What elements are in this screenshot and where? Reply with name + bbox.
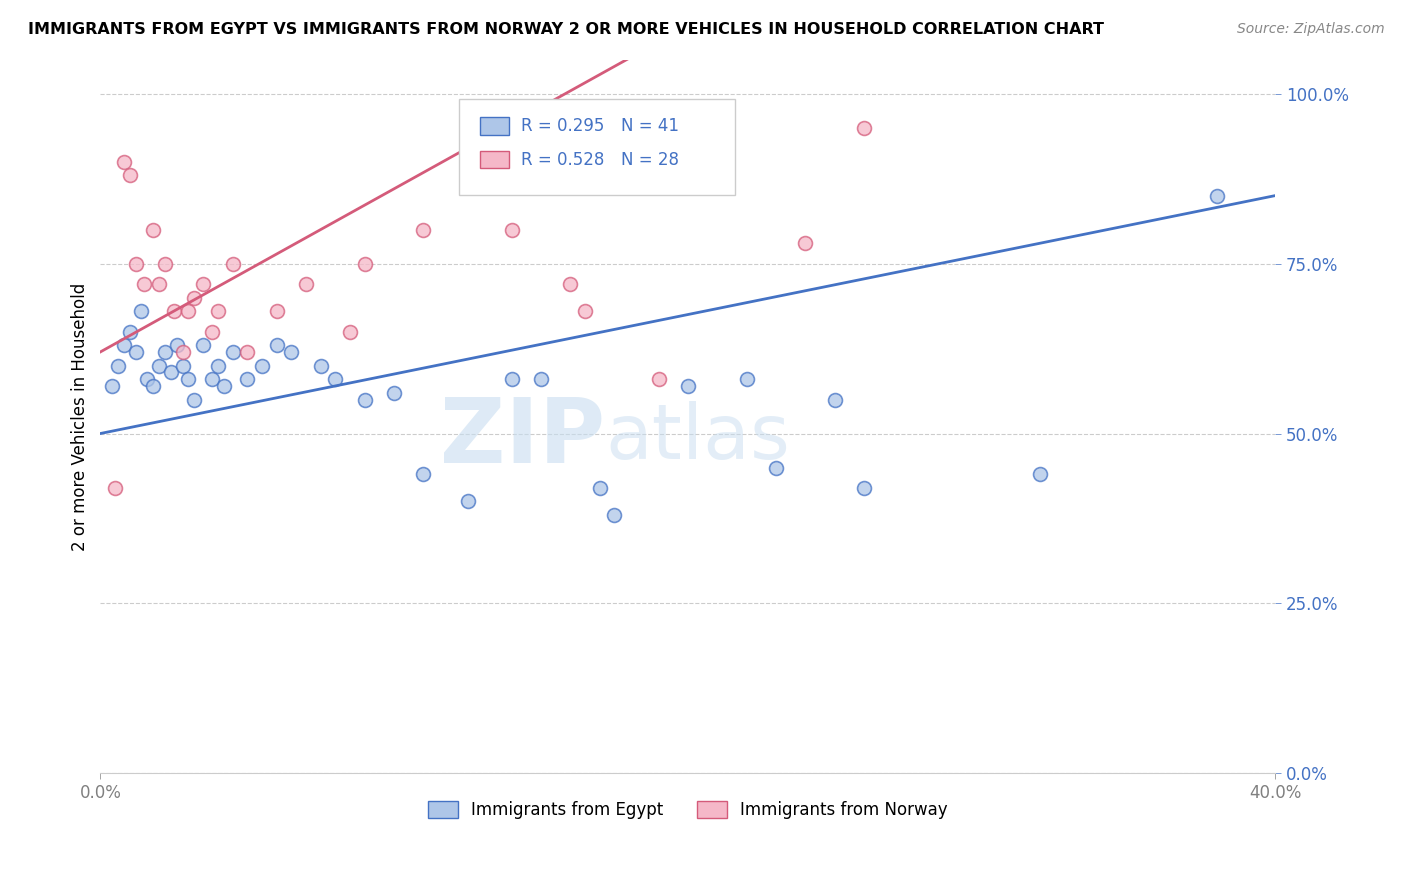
Text: R = 0.295: R = 0.295 [522,117,605,135]
Point [153,256,176,270]
Point [325,372,347,386]
Point [266,338,288,352]
Text: IMMIGRANTS FROM EGYPT VS IMMIGRANTS FROM NORWAY 2 OR MORE VEHICLES IN HOUSEHOLD : IMMIGRANTS FROM EGYPT VS IMMIGRANTS FROM… [28,22,1104,37]
FancyBboxPatch shape [479,151,509,169]
Text: R = 0.528: R = 0.528 [522,151,605,169]
Point [177,304,200,318]
Point [124,345,146,359]
Point [183,392,205,407]
Point [193,277,215,291]
Point [236,345,259,359]
Point [765,460,787,475]
Point [166,338,188,352]
Point [603,508,626,522]
Point [221,256,243,270]
Point [574,304,596,318]
FancyBboxPatch shape [458,99,735,195]
Point [295,277,318,291]
Point [104,481,127,495]
Point [142,222,165,236]
Point [148,359,170,373]
Point [136,372,159,386]
Point [118,325,141,339]
Point [676,379,699,393]
Point [412,222,434,236]
Point [207,359,229,373]
Point [148,277,170,291]
Point [107,359,129,373]
Point [412,467,434,482]
Point [1029,467,1052,482]
Point [457,494,479,508]
Point [1205,188,1227,202]
Point [853,120,876,135]
Point [172,359,194,373]
Point [131,304,153,318]
Legend: Immigrants from Egypt, Immigrants from Norway: Immigrants from Egypt, Immigrants from N… [422,794,955,826]
Point [250,359,273,373]
Point [153,345,176,359]
Text: ZIP: ZIP [440,394,606,482]
Y-axis label: 2 or more Vehicles in Household: 2 or more Vehicles in Household [72,283,89,550]
Point [221,345,243,359]
Text: atlas: atlas [606,401,790,475]
Point [824,392,846,407]
Text: N = 28: N = 28 [621,151,679,169]
Point [160,365,183,379]
Point [163,304,186,318]
Point [501,222,523,236]
Point [134,277,156,291]
Point [794,236,817,251]
Point [142,379,165,393]
Point [353,392,375,407]
Point [853,481,876,495]
Point [530,372,553,386]
Point [309,359,332,373]
Point [560,277,582,291]
Point [280,345,302,359]
Point [124,256,146,270]
Point [339,325,361,339]
Text: N = 41: N = 41 [621,117,679,135]
Point [177,372,200,386]
Point [353,256,375,270]
Point [207,304,229,318]
Point [193,338,215,352]
Point [172,345,194,359]
FancyBboxPatch shape [479,117,509,135]
Text: Source: ZipAtlas.com: Source: ZipAtlas.com [1237,22,1385,37]
Point [236,372,259,386]
Point [212,379,235,393]
Point [201,325,224,339]
Point [118,168,141,182]
Point [382,385,405,400]
Point [101,379,124,393]
Point [183,291,205,305]
Point [501,372,523,386]
Point [112,338,135,352]
Point [266,304,288,318]
Point [735,372,758,386]
Point [201,372,224,386]
Point [112,154,135,169]
Point [647,372,669,386]
Point [589,481,612,495]
